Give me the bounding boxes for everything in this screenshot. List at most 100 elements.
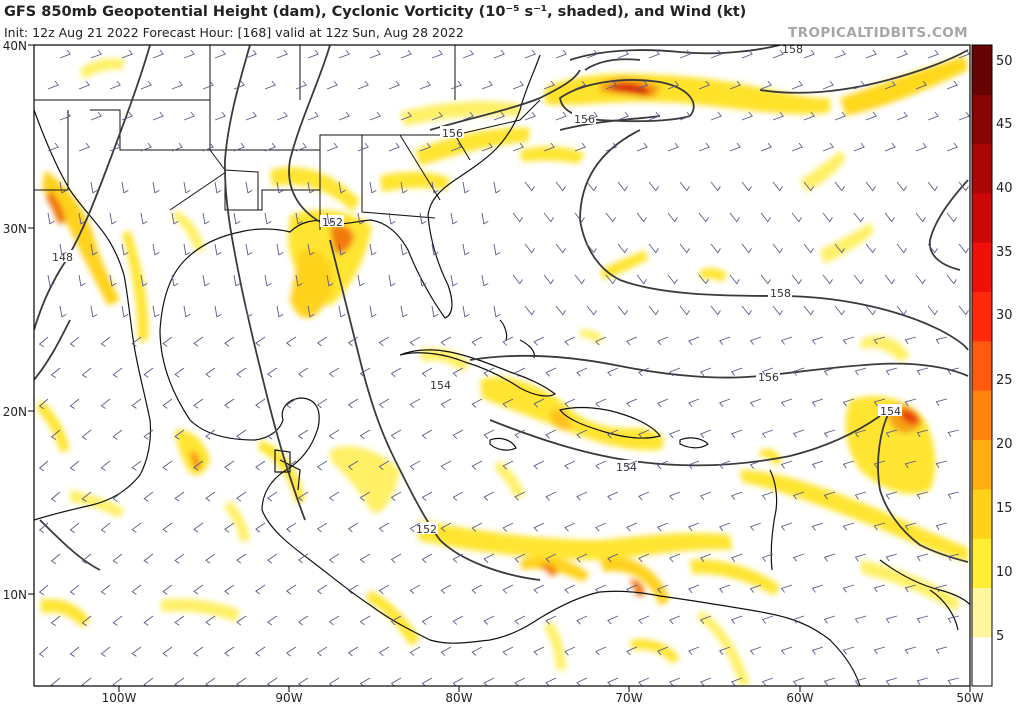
colorbar-label: 5 [996,629,1004,644]
wind-barb [811,646,824,655]
wind-barb [760,274,771,285]
wind-barb [718,646,731,655]
wind-barb [679,243,690,254]
wind-barb [772,243,783,254]
wind-barb [90,243,98,256]
wind-barb [100,584,111,595]
wind-barb [811,398,824,407]
wind-barb [638,429,650,439]
wind-barb [729,80,741,90]
wind-barb [388,142,400,152]
wind-barb [626,336,638,346]
wind-barb [471,646,483,656]
wind-barb [834,49,846,59]
wind-barb [669,677,681,686]
wind-barb [316,336,328,347]
wind-barb [224,584,235,595]
wind-barb [657,398,669,408]
wind-barb [896,181,907,192]
wind-barb [927,305,938,316]
wind-barb [286,398,297,409]
wind-barb [174,615,185,626]
wind-barb [853,80,865,90]
wind-barb [326,80,338,90]
wind-barb [59,111,71,121]
wind-barb [657,460,669,470]
wind-barb [307,49,319,59]
wind-barb [822,212,833,223]
colorbar-cell [972,143,992,194]
wind-barb [112,429,123,440]
wind-barb [617,111,629,121]
wind-barb [699,615,712,625]
wind-barb [245,305,253,318]
wind-barb [152,111,164,121]
wind-barb [741,49,753,59]
wind-barb [131,646,142,657]
contour-label: 154 [430,379,451,392]
wind-barb [255,336,266,347]
wind-barb [729,142,741,152]
wind-barb [718,522,731,531]
wind-barb [81,491,92,502]
wind-barb [297,367,309,378]
wind-barb [174,677,185,686]
wind-barb [958,181,969,192]
wind-barb [792,367,805,376]
wind-barb [803,181,814,192]
wind-barb [419,212,427,225]
wind-barb [38,460,49,472]
wind-barb [545,677,557,686]
wind-barb [140,212,148,225]
wind-barb [946,274,957,285]
wind-barb [109,212,117,225]
wind-barb [834,181,845,192]
colorbar-label: 30 [996,308,1013,323]
wind-barb [162,336,173,347]
wind-barb [958,305,969,316]
colorbar-cell [972,242,992,293]
wind-barb [431,49,443,59]
wind-barb [741,305,752,316]
wind-barb [388,212,396,225]
wind-barb [81,677,92,686]
lat-label: 30N [3,222,27,236]
wind-barb [50,677,61,686]
wind-barb [400,305,408,318]
wind-barb [564,584,576,594]
wind-barb [761,615,774,624]
wind-barb [431,111,443,121]
wind-barb [729,274,740,285]
wind-barb [390,491,402,502]
wind-barb [730,615,743,624]
wind-barb [842,398,855,407]
wind-barb [471,460,483,470]
wind-barb [772,49,784,59]
wind-barb [267,677,278,686]
wind-barb [792,615,805,624]
colorbar-cell [972,439,992,490]
wind-barb [419,80,431,90]
wind-barb [730,367,743,376]
wind-barb [915,212,926,223]
wind-barb [483,615,495,625]
wind-barb [378,584,390,595]
wind-barb [699,553,712,563]
wind-barb [440,460,452,470]
wind-barb [38,398,49,410]
chart-title: GFS 850mb Geopotential Height (dam), Cyc… [4,4,747,20]
wind-barb [574,274,585,285]
wind-barb [657,522,669,532]
wind-barb [555,111,567,121]
wind-barb [916,677,929,686]
wind-barb [109,142,121,152]
wind-barb [100,522,111,533]
wind-barb [471,398,483,408]
wind-barb [267,491,278,502]
wind-barb [224,646,235,657]
wind-barb [100,460,111,471]
wind-barb [823,553,836,562]
wind-barb [47,274,55,287]
wind-barb [400,243,408,256]
